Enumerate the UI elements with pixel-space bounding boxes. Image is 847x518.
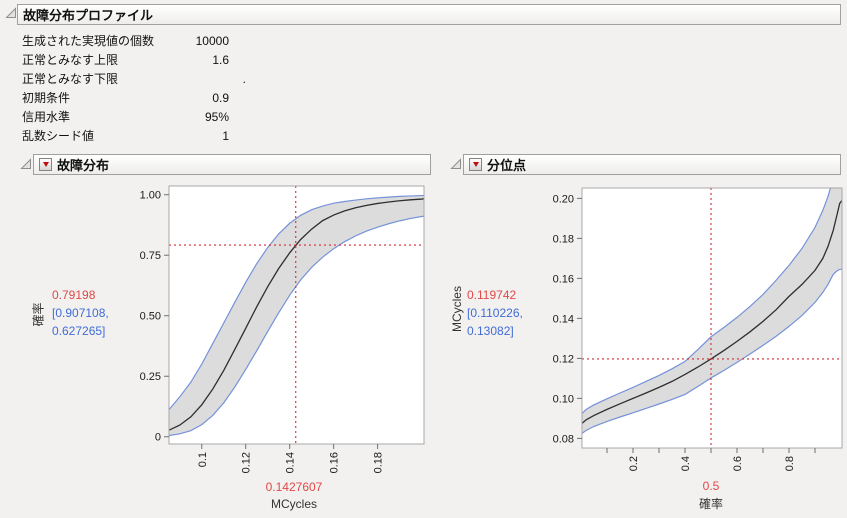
x-tick-label: 0.1 xyxy=(197,452,209,467)
quantile-ci-line2: 0.13082] xyxy=(467,324,514,338)
param-label: 乱数シード値 xyxy=(22,129,95,143)
failure-distribution-plot[interactable]: 0.1 0.12 0.14 0.16 0.18 0 0.25 0.50 0.75 1.00 xyxy=(130,180,445,518)
y-tick-label: 0.18 xyxy=(553,233,574,245)
plot-frame xyxy=(168,185,425,445)
param-row: 初期条件 0.9 xyxy=(22,88,229,107)
y-tick-label: 0.75 xyxy=(140,250,161,262)
y-tick-label: 0.20 xyxy=(553,193,574,205)
current-probability-value[interactable]: 0.79198 xyxy=(52,288,96,302)
upper-ci-curve xyxy=(169,194,424,411)
y-tick-label: 1.00 xyxy=(140,190,161,202)
confidence-band xyxy=(169,195,424,436)
y-axis-label-mcycles: MCycles xyxy=(450,286,464,333)
red-triangle-menu-button[interactable] xyxy=(469,158,482,171)
failure-distribution-title: 故障分布 xyxy=(57,158,110,173)
param-label: 信用水準 xyxy=(22,110,71,124)
x-tick-label: 0.2 xyxy=(628,456,640,471)
y-tick-label: 0.14 xyxy=(553,313,574,325)
x-tick-label: 0.12 xyxy=(241,452,253,473)
disclosure-triangle-failure-distribution[interactable] xyxy=(20,158,32,170)
upper-ci-curve xyxy=(582,188,832,414)
y-tick-label: 0.10 xyxy=(553,393,574,405)
outline-header-quantile[interactable]: 分位点 xyxy=(463,154,841,175)
y-axis-label-probability: 確率 xyxy=(31,302,46,327)
param-value: 95% xyxy=(204,109,229,124)
param-row: 正常とみなす上限 1.6 xyxy=(22,50,229,69)
param-value: 1 xyxy=(222,128,229,143)
disclosure-triangle-quantile[interactable] xyxy=(450,158,462,170)
red-triangle-menu-button[interactable] xyxy=(39,158,52,171)
current-quantile-value[interactable]: 0.119742 xyxy=(467,288,517,302)
param-row: 正常とみなす下限 . xyxy=(22,69,246,88)
y-tick-label: 0 xyxy=(155,432,161,444)
outline-header-profiler[interactable]: 故障分布プロファイル xyxy=(17,4,841,25)
quantile-title: 分位点 xyxy=(487,158,527,173)
param-value: 1.6 xyxy=(212,52,229,67)
x-tick-label: 0.14 xyxy=(285,452,297,473)
param-row: 生成された実現値の個数 10000 xyxy=(22,31,229,50)
x-tick-label: 0.4 xyxy=(680,456,692,471)
x-axis-label-probability: 確率 xyxy=(698,497,723,511)
outline-header-failure-distribution[interactable]: 故障分布 xyxy=(33,154,431,175)
estimate-curve xyxy=(582,200,842,424)
probability-ci-line2: 0.627265] xyxy=(52,324,106,338)
probability-ci-line1: [0.907108, xyxy=(52,306,109,320)
x-tick-label: 0.16 xyxy=(329,452,341,473)
param-value: 10000 xyxy=(195,33,229,48)
x-axis-label-mcycles: MCycles xyxy=(270,497,317,511)
axes: 0.1 0.12 0.14 0.16 0.18 0 0.25 0.50 0.75 1.00 xyxy=(140,190,385,474)
param-value: 0.9 xyxy=(212,90,229,105)
profiler-settings-table: 生成された実現値の個数 10000 正常とみなす上限 1.6 正常とみなす下限 … xyxy=(22,31,246,145)
x-tick-label: 0.18 xyxy=(373,452,385,473)
param-label: 初期条件 xyxy=(22,91,71,105)
current-probability-setting[interactable]: 0.5 xyxy=(702,479,720,493)
param-label: 正常とみなす上限 xyxy=(22,53,119,67)
axes: 0.2 0.4 0.6 0.8 0.08 0.10 0.12 0.14 0.16 0.18 0.20 xyxy=(553,193,816,471)
lower-ci-curve xyxy=(169,215,424,437)
red-triangle-icon xyxy=(472,162,479,167)
red-triangle-icon xyxy=(42,162,49,167)
param-row: 信用水準 95% xyxy=(22,107,229,126)
disclosure-triangle-profiler[interactable] xyxy=(5,7,17,19)
y-tick-label: 0.16 xyxy=(553,273,574,285)
y-tick-label: 0.08 xyxy=(553,433,574,445)
y-tick-label: 0.50 xyxy=(140,311,161,323)
current-mcycles-value[interactable]: 0.1427607 xyxy=(265,480,323,494)
param-label: 生成された実現値の個数 xyxy=(22,34,155,48)
estimate-curve xyxy=(169,198,424,431)
quantile-ci-line1: [0.110226, xyxy=(467,306,523,320)
y-tick-label: 0.25 xyxy=(140,371,161,383)
param-value: . xyxy=(242,71,246,86)
profiler-title: 故障分布プロファイル xyxy=(23,8,154,23)
param-row: 乱数シード値 1 xyxy=(22,126,229,145)
lower-ci-curve xyxy=(582,268,842,434)
quantile-plot[interactable]: 0.2 0.4 0.6 0.8 0.08 0.10 0.12 0.14 0.16 0.18 0.20 xyxy=(455,180,847,518)
y-tick-label: 0.12 xyxy=(553,353,574,365)
x-tick-label: 0.6 xyxy=(732,456,744,471)
param-label: 正常とみなす下限 xyxy=(22,72,119,86)
x-tick-label: 0.8 xyxy=(784,456,796,471)
